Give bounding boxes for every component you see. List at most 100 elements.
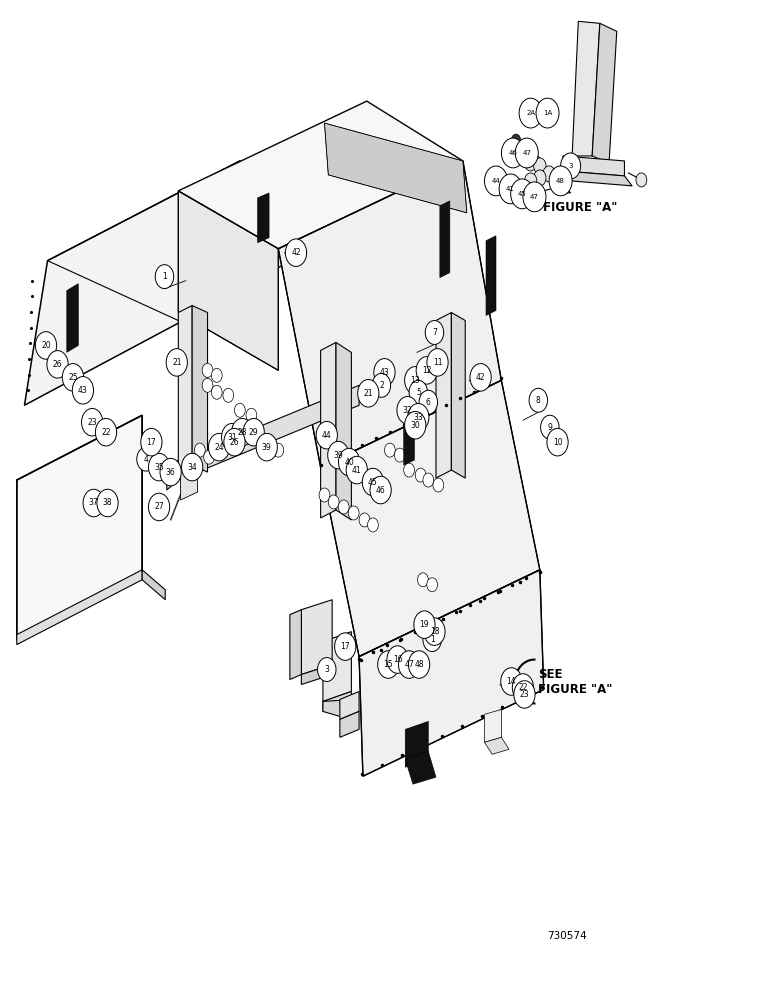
Circle shape	[222, 423, 242, 451]
Circle shape	[47, 351, 68, 378]
Polygon shape	[440, 201, 450, 278]
Text: 28: 28	[238, 428, 247, 437]
Circle shape	[427, 349, 449, 376]
Text: 38: 38	[103, 498, 113, 507]
Circle shape	[155, 265, 174, 289]
Text: 32: 32	[403, 406, 412, 415]
Polygon shape	[181, 462, 198, 500]
Polygon shape	[320, 342, 336, 518]
Text: 3: 3	[324, 665, 329, 674]
Circle shape	[374, 359, 395, 386]
Circle shape	[243, 418, 264, 446]
Circle shape	[327, 441, 349, 469]
Circle shape	[286, 239, 306, 266]
Text: 43: 43	[78, 386, 88, 395]
Circle shape	[317, 421, 337, 449]
Circle shape	[224, 428, 245, 456]
Circle shape	[319, 488, 330, 502]
Circle shape	[519, 98, 542, 128]
Text: 45: 45	[368, 478, 378, 487]
Circle shape	[148, 453, 170, 481]
Text: 41: 41	[352, 466, 361, 475]
Polygon shape	[323, 632, 351, 701]
Circle shape	[246, 408, 257, 422]
Circle shape	[370, 476, 391, 504]
Polygon shape	[320, 380, 540, 657]
Polygon shape	[17, 570, 142, 645]
Circle shape	[202, 363, 213, 377]
Text: 1: 1	[162, 272, 167, 281]
Text: 48: 48	[556, 178, 565, 184]
Circle shape	[256, 433, 277, 461]
Circle shape	[378, 651, 399, 678]
Text: 19: 19	[420, 620, 429, 629]
Circle shape	[636, 173, 647, 187]
Text: SEE
FIGURE "A": SEE FIGURE "A"	[538, 668, 613, 696]
Text: FIGURE "A": FIGURE "A"	[543, 201, 617, 214]
Text: 10: 10	[553, 438, 562, 447]
Polygon shape	[555, 171, 563, 186]
Polygon shape	[178, 385, 359, 480]
Circle shape	[502, 138, 524, 168]
Circle shape	[499, 174, 522, 204]
Text: 31: 31	[227, 433, 237, 442]
Polygon shape	[436, 313, 452, 478]
Circle shape	[398, 651, 420, 678]
Polygon shape	[592, 23, 617, 163]
Circle shape	[36, 332, 56, 359]
Circle shape	[514, 681, 535, 708]
Text: 26: 26	[52, 360, 63, 369]
Circle shape	[160, 458, 181, 486]
Polygon shape	[404, 405, 415, 465]
Text: 22: 22	[518, 683, 528, 692]
Text: 1A: 1A	[543, 110, 552, 116]
Circle shape	[427, 578, 438, 592]
Polygon shape	[17, 415, 142, 640]
Polygon shape	[66, 284, 78, 352]
Circle shape	[367, 518, 378, 532]
Text: 24: 24	[215, 443, 224, 452]
Text: 17: 17	[340, 642, 350, 651]
Text: 46: 46	[376, 486, 385, 495]
Polygon shape	[301, 665, 332, 684]
Circle shape	[414, 611, 435, 638]
Polygon shape	[290, 610, 301, 680]
Circle shape	[408, 651, 430, 678]
Polygon shape	[405, 751, 436, 784]
Circle shape	[408, 403, 429, 431]
Circle shape	[137, 447, 155, 471]
Polygon shape	[563, 156, 625, 176]
Text: 18: 18	[430, 627, 439, 636]
Text: 2: 2	[379, 381, 384, 390]
Text: 16: 16	[393, 655, 402, 664]
Circle shape	[266, 438, 276, 452]
Circle shape	[520, 139, 530, 151]
Text: 17: 17	[147, 438, 156, 447]
Text: 23: 23	[87, 418, 97, 427]
Polygon shape	[340, 711, 359, 737]
Circle shape	[83, 489, 104, 517]
Circle shape	[485, 166, 507, 196]
Polygon shape	[336, 342, 351, 520]
Circle shape	[547, 428, 568, 456]
Circle shape	[540, 415, 559, 439]
Circle shape	[202, 378, 213, 392]
Polygon shape	[485, 737, 509, 754]
Text: 40: 40	[344, 458, 354, 467]
Text: 8: 8	[536, 396, 540, 405]
Circle shape	[418, 573, 428, 587]
Text: 34: 34	[188, 463, 197, 472]
Polygon shape	[486, 236, 496, 316]
Circle shape	[273, 443, 283, 457]
Text: 3: 3	[568, 163, 573, 169]
Circle shape	[372, 373, 391, 397]
Circle shape	[404, 463, 415, 477]
Circle shape	[328, 495, 339, 509]
Polygon shape	[485, 709, 501, 742]
Circle shape	[405, 367, 426, 394]
Text: 36: 36	[166, 468, 175, 477]
Circle shape	[424, 618, 445, 645]
Text: 46: 46	[509, 150, 517, 156]
Text: 26: 26	[229, 438, 239, 447]
Text: 44: 44	[492, 178, 500, 184]
